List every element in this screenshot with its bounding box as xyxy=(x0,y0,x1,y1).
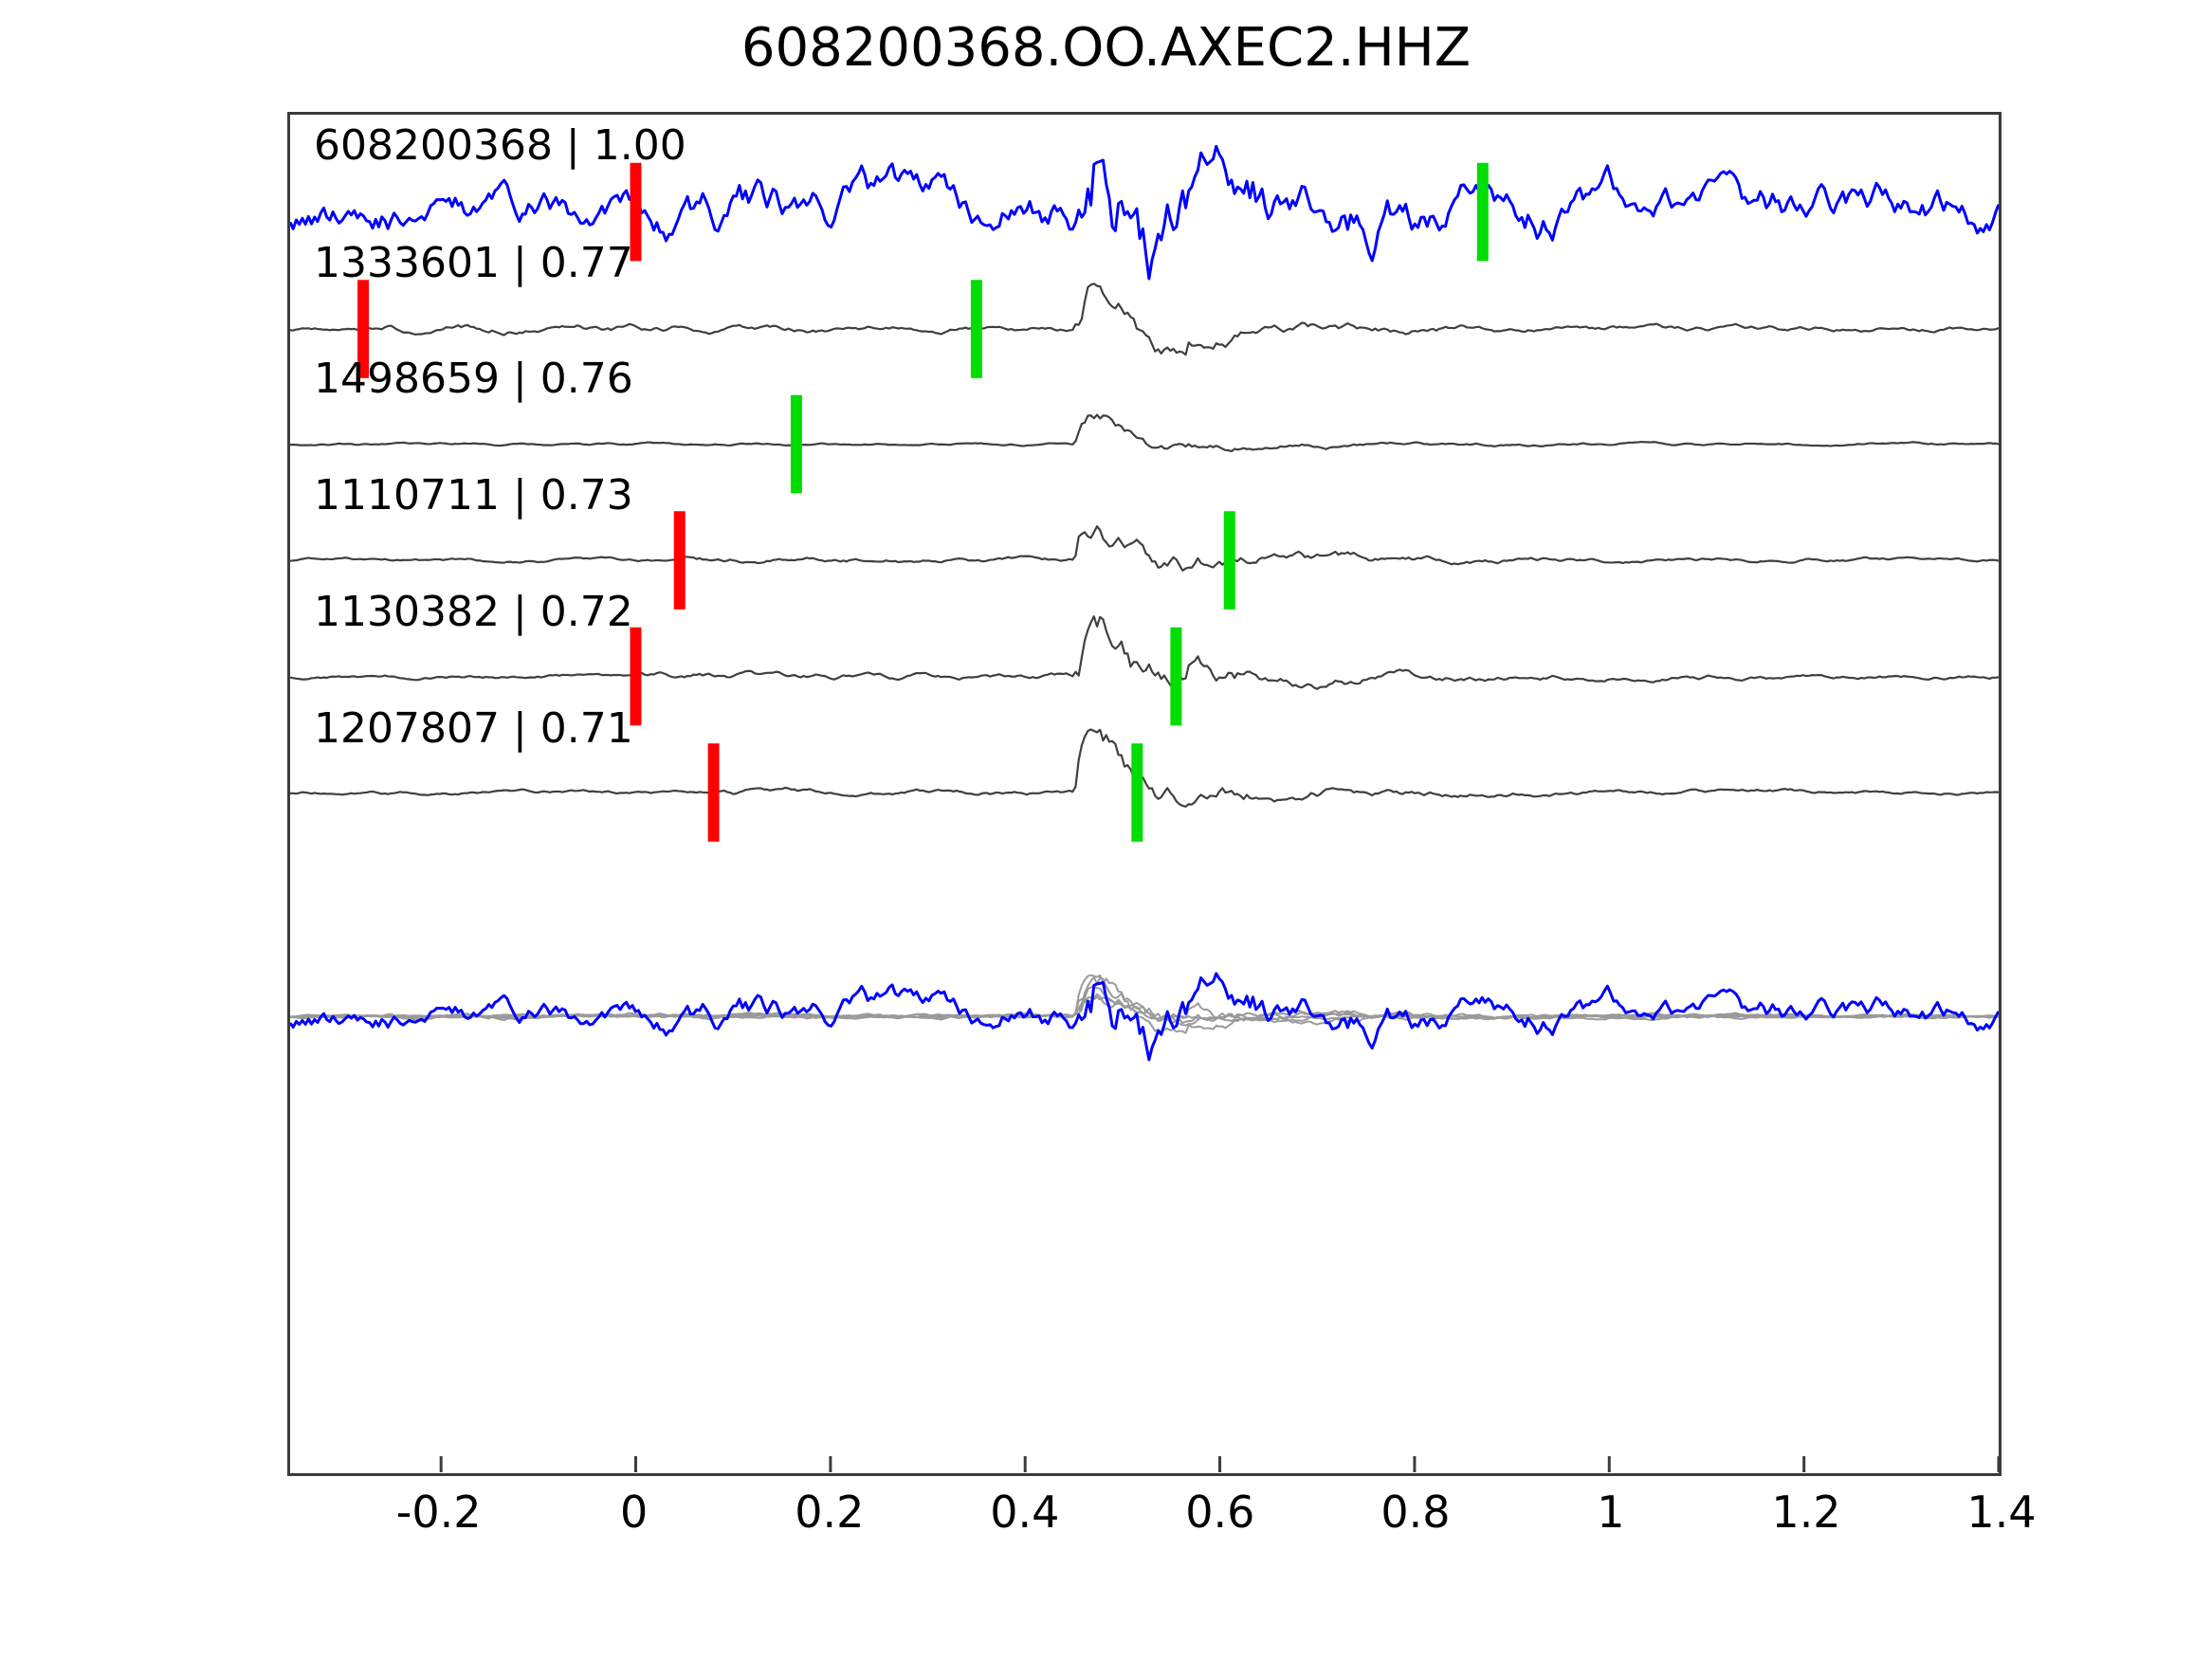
stack-trace xyxy=(290,972,1999,1062)
x-tick-label: 0.4 xyxy=(990,1486,1060,1538)
s-pick-marker[interactable] xyxy=(1131,743,1143,842)
plot-area: 608200368 | 1.00 1333601 | 0.77 1498659 | … xyxy=(287,112,2002,1476)
x-axis-ticks xyxy=(439,1456,1999,1473)
page-title: 608200368.OO.AXEC2.HHZ xyxy=(740,17,1472,79)
pick-markers-group xyxy=(357,162,1489,842)
stack-overlay-group xyxy=(290,972,1999,1062)
x-tick-label: 1 xyxy=(1597,1486,1625,1538)
s-pick-marker[interactable] xyxy=(970,280,982,378)
x-tick-label: 0.6 xyxy=(1185,1486,1255,1538)
stack-trace xyxy=(290,985,1999,1034)
trace-label: 1207807 | 0.71 xyxy=(314,704,633,753)
waveform-trace xyxy=(290,144,1999,281)
p-pick-marker[interactable] xyxy=(673,511,686,610)
waveform-trace xyxy=(290,615,1999,690)
p-pick-marker[interactable] xyxy=(357,280,370,378)
p-pick-marker[interactable] xyxy=(630,627,642,726)
x-tick-label: 0.2 xyxy=(795,1486,865,1538)
waveform-trace xyxy=(290,728,1999,808)
x-axis-tick-labels: -0.2 0 0.2 0.4 0.6 0.8 1 1.2 1.4 xyxy=(287,1486,2037,1562)
waveform-trace xyxy=(290,413,1999,453)
s-pick-marker[interactable] xyxy=(790,394,802,494)
waveform-canvas xyxy=(290,144,1999,1473)
s-pick-marker[interactable] xyxy=(1476,162,1489,262)
trace-label: 608200368 | 1.00 xyxy=(314,121,686,170)
x-tick-label: 1.4 xyxy=(1966,1486,2037,1538)
s-pick-marker[interactable] xyxy=(1223,511,1235,610)
s-pick-marker[interactable] xyxy=(1170,627,1182,726)
trace-label: 1130382 | 0.72 xyxy=(314,588,633,636)
p-pick-marker[interactable] xyxy=(707,743,720,842)
waveform-trace xyxy=(290,525,1999,572)
x-tick-label: 0.8 xyxy=(1380,1486,1451,1538)
trace-label: 1333601 | 0.77 xyxy=(314,239,633,287)
x-tick-label: 0 xyxy=(620,1486,649,1538)
x-tick-label: -0.2 xyxy=(395,1486,482,1538)
trace-label: 1110711 | 0.73 xyxy=(314,471,633,520)
x-tick-label: 1.2 xyxy=(1771,1486,1841,1538)
traces-group xyxy=(290,144,1999,808)
trace-label: 1498659 | 0.76 xyxy=(314,355,633,403)
waveform-trace xyxy=(290,283,1999,356)
p-pick-marker[interactable] xyxy=(630,162,642,262)
